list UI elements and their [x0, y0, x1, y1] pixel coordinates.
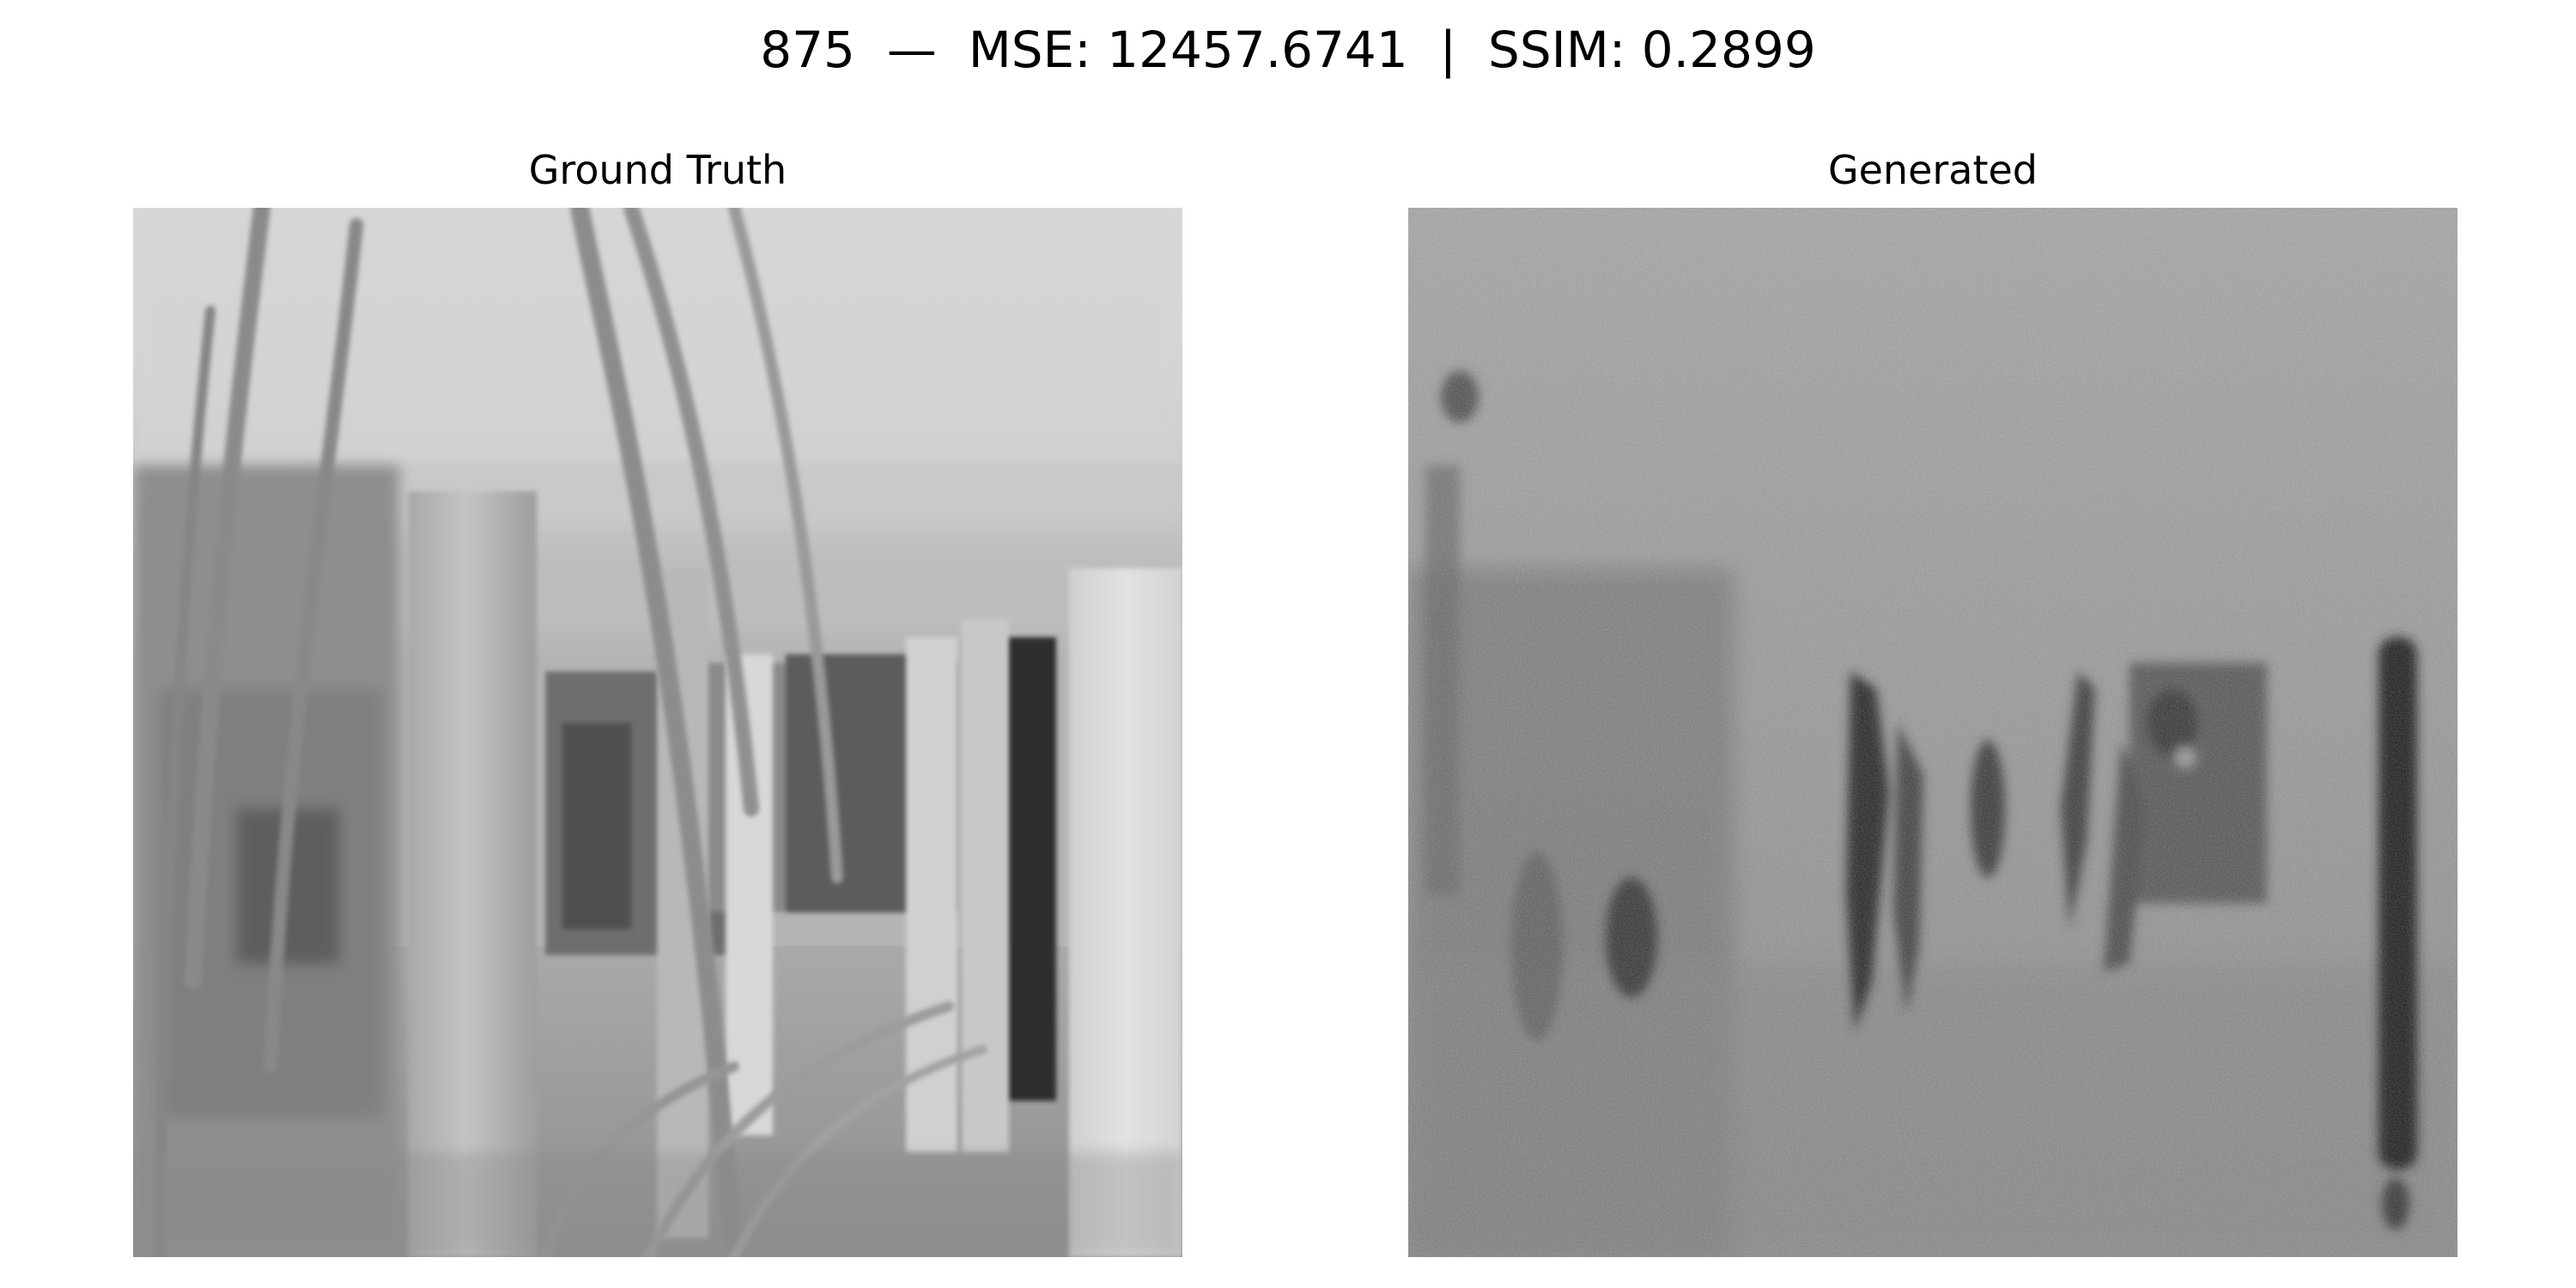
ground-truth-scene [133, 208, 1182, 1257]
generated-image [1408, 208, 2458, 1257]
ground-truth-image [133, 208, 1182, 1257]
generated-scene [1408, 208, 2458, 1257]
figure-title: 875 — MSE: 12457.6741 | SSIM: 0.2899 [760, 21, 1816, 79]
ground-truth-title: Ground Truth [528, 147, 787, 193]
generated-title: Generated [1827, 147, 2038, 193]
